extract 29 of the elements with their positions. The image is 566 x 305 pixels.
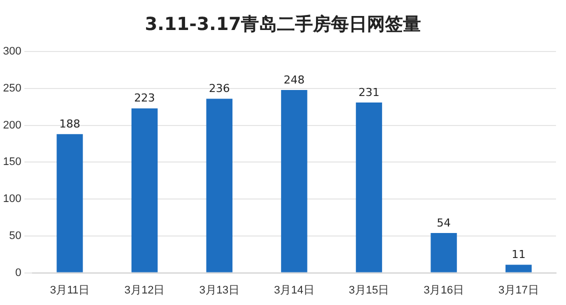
y-tick-label: 0: [15, 266, 22, 279]
data-label: 248: [284, 73, 305, 86]
x-tick-label: 3月16日: [424, 284, 464, 296]
y-tick-label: 150: [2, 156, 22, 168]
data-label: 236: [208, 82, 230, 96]
bar: [56, 134, 83, 272]
x-tick-label: 3月13日: [199, 284, 240, 296]
data-label: 54: [436, 216, 451, 230]
data-label: 188: [59, 118, 80, 131]
bar: [356, 102, 382, 272]
x-tick-label: 3月14日: [274, 284, 314, 296]
x-tick-label: 3月17日: [498, 284, 539, 296]
y-tick-label: 250: [2, 82, 22, 94]
x-tick-label: 3月15日: [348, 284, 390, 296]
bar: [281, 90, 308, 272]
x-tick-label: 3月11日: [50, 284, 90, 296]
bar: [206, 98, 232, 272]
y-tick-label: 100: [2, 193, 22, 206]
data-label: 11: [512, 248, 526, 262]
bar: [131, 108, 158, 272]
bar: [506, 264, 532, 272]
chart-title: 3.11-3.17青岛二手房每日网签量: [144, 13, 422, 37]
data-label: 231: [358, 86, 380, 99]
x-tick-label: 3月12日: [124, 284, 165, 296]
bar: [430, 232, 457, 272]
data-label: 223: [134, 92, 156, 105]
y-tick-label: 50: [9, 230, 22, 242]
y-tick-label: 300: [2, 46, 22, 58]
y-tick-label: 200: [2, 119, 22, 132]
